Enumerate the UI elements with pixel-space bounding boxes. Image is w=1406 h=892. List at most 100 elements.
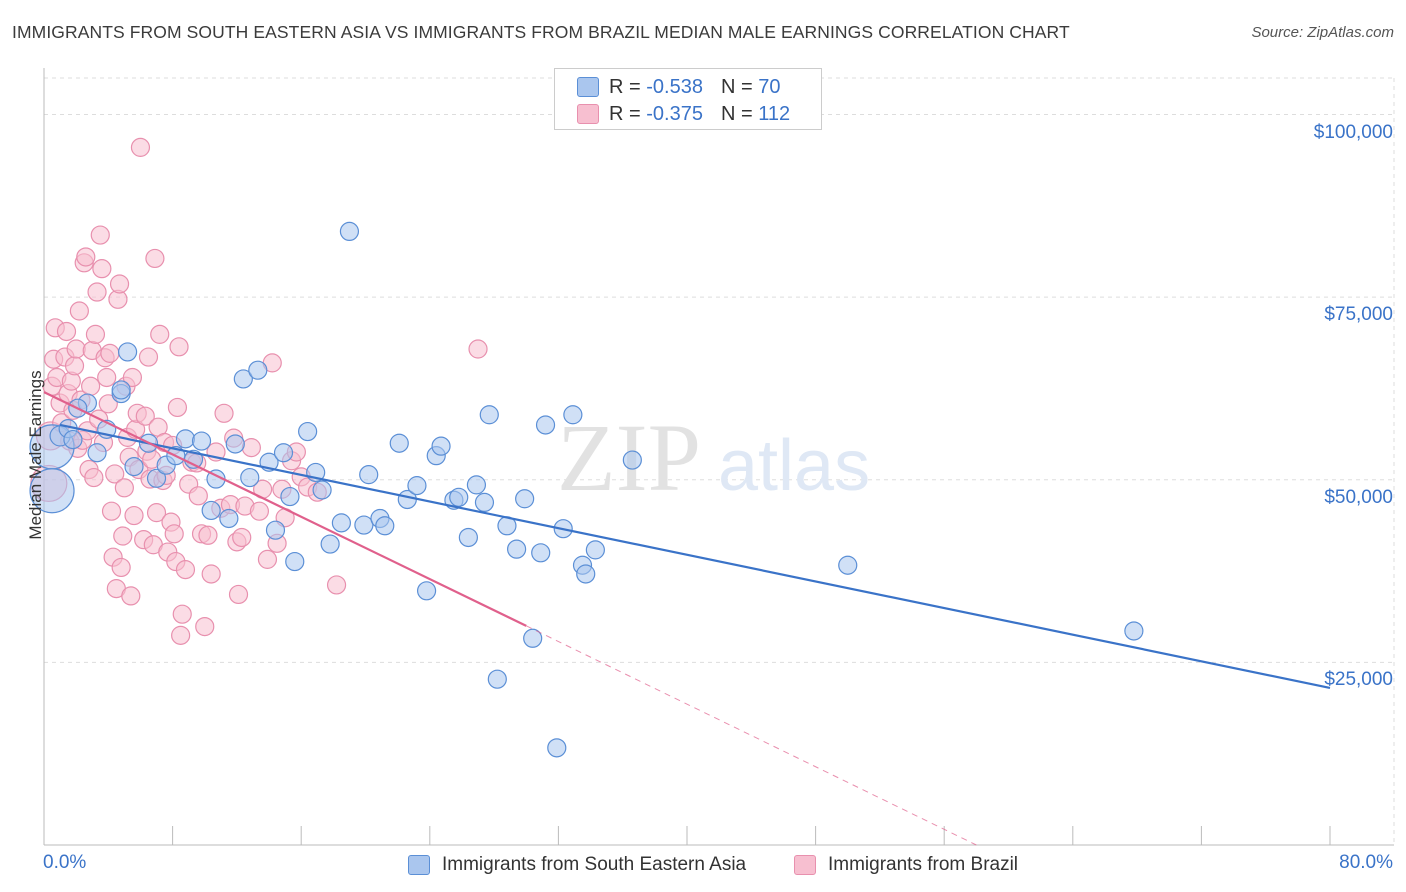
sea-point-51: [479, 405, 499, 425]
sea-point-30: [298, 421, 318, 442]
sea-point-20: [219, 508, 239, 529]
y-tick-label-2: $50,000: [1324, 486, 1393, 508]
sea-point-6: [87, 443, 107, 463]
bottom-legend-brazil: Immigrants from Brazil: [794, 852, 1018, 878]
sea-point-18: [201, 500, 221, 521]
brazil-point-17: [69, 301, 89, 321]
y-tick-label-3: $25,000: [1324, 669, 1393, 691]
sea-point-56: [523, 628, 543, 648]
brazil-point-34: [97, 367, 117, 388]
brazil-point-37: [101, 501, 122, 521]
sea-point-26: [265, 520, 286, 540]
legend-swatch-sea: [577, 77, 599, 97]
legend-r-label: R =: [609, 75, 641, 98]
bottom-legend-label-sea: Immigrants from South Eastern Asia: [442, 854, 747, 875]
brazil-point-65: [150, 324, 170, 344]
brazil-point-36: [100, 343, 120, 363]
brazil-point-49: [121, 586, 141, 606]
legend-n-label: N =: [720, 102, 753, 125]
correlation-legend: R = -0.538 N = 70 R = -0.375 N = 112: [554, 68, 822, 130]
brazil-point-88: [214, 403, 234, 423]
sea-point-10: [124, 457, 144, 477]
sea-point-39: [375, 516, 395, 536]
y-tick-label-0: $100,000: [1313, 121, 1393, 143]
legend-row-sea: R = -0.538 N = 70: [555, 74, 780, 100]
sea-point-35: [339, 221, 360, 241]
brazil-trend-line: [43, 391, 527, 627]
sea-point-48: [458, 527, 478, 548]
y-axis-label: Median Male Earnings: [26, 370, 45, 540]
brazil-point-43: [111, 557, 131, 578]
brazil-point-26: [84, 467, 104, 488]
trend-lines: [43, 391, 1331, 846]
brazil-point-30: [90, 225, 110, 245]
sea-point-36: [354, 515, 374, 535]
sea-point-23: [240, 467, 260, 488]
sea-trend-line: [59, 423, 1331, 690]
brazil-point-59: [138, 347, 159, 367]
sea-point-65: [622, 450, 642, 470]
sea-point-42: [407, 476, 427, 496]
brazil-point-98: [257, 549, 278, 569]
brazil-point-57: [135, 406, 155, 426]
sea-point-1: [29, 468, 75, 514]
brazil-point-74: [167, 397, 188, 418]
legend-swatch-brazil: [577, 104, 599, 124]
brazil-point-31: [92, 259, 112, 279]
brazil-point-35: [98, 394, 118, 414]
brazil-point-93: [232, 527, 252, 548]
brazil-point-92: [228, 584, 249, 605]
legend-r-value: -0.538: [646, 75, 703, 98]
brazil-point-109: [468, 339, 488, 359]
brazil-point-83: [195, 616, 215, 637]
bottom-legend-swatch-sea: [408, 855, 430, 875]
sea-point-33: [320, 534, 340, 554]
bottom-legend-label-brazil: Immigrants from Brazil: [828, 854, 1019, 875]
sea-point-29: [285, 551, 305, 572]
sea-point-37: [359, 465, 379, 485]
bottom-legend-swatch-brazil: [794, 855, 816, 875]
brazil-point-51: [124, 505, 144, 526]
sea-point-54: [507, 539, 527, 559]
x-tick-label-min: 0.0%: [43, 852, 87, 873]
legend-n-value: 70: [758, 75, 781, 98]
chart-title: IMMIGRANTS FROM SOUTH EASTERN ASIA VS IM…: [12, 22, 1070, 42]
brazil-point-72: [164, 524, 184, 544]
brazil-point-85: [201, 564, 221, 584]
sea-point-59: [547, 738, 567, 758]
legend-n-label: N =: [720, 75, 753, 98]
sea-point-21: [225, 434, 245, 454]
brazil-point-76: [171, 625, 191, 645]
brazil-point-78: [175, 560, 196, 580]
sea-point-52: [487, 669, 507, 689]
y-tick-label-1: $75,000: [1324, 304, 1393, 326]
x-tick-label-max: 80.0%: [1339, 852, 1393, 873]
sea-point-4: [63, 429, 83, 450]
brazil-point-95: [241, 438, 261, 458]
sea-point-55: [515, 489, 535, 509]
sea-point-15: [175, 429, 196, 449]
sea-point-64: [585, 540, 605, 560]
brazil-point-84: [198, 525, 218, 545]
sea-point-17: [191, 431, 212, 451]
brazil-point-75: [169, 337, 189, 357]
sea-point-63: [576, 564, 596, 584]
sea-point-43: [416, 581, 437, 601]
sea-point-61: [563, 405, 583, 425]
brazil-point-50: [122, 367, 143, 388]
legend-r-value: -0.375: [646, 102, 703, 125]
brazil-point-21: [76, 247, 96, 267]
brazil-point-77: [172, 604, 192, 624]
watermark: ZIP atlas: [557, 404, 870, 511]
brazil-point-44: [113, 526, 133, 546]
sea-point-22: [233, 369, 253, 389]
sea-point-9: [111, 380, 131, 400]
legend-r-label: R =: [609, 102, 641, 125]
sea-point-58: [535, 415, 556, 435]
brazil-point-15: [66, 339, 86, 359]
watermark-atlas: atlas: [718, 426, 870, 506]
sea-point-40: [389, 433, 409, 453]
brazil-trend-extension: [526, 625, 977, 846]
source-note: Source: ZipAtlas.com: [1251, 24, 1394, 41]
